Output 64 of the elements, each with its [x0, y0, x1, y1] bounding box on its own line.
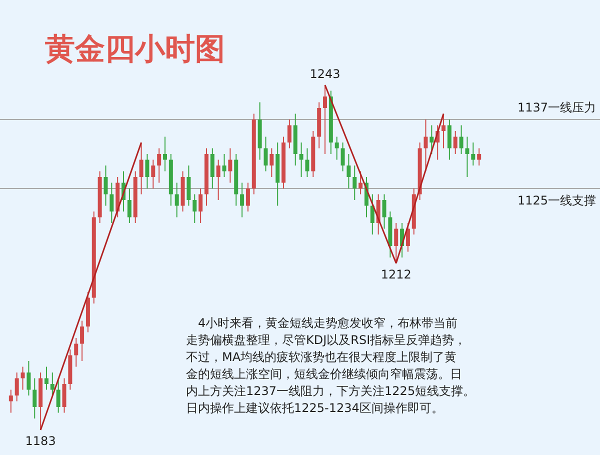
candlestick [56, 378, 60, 414]
candlestick [145, 154, 150, 189]
candlestick [157, 148, 162, 184]
candlestick [163, 136, 167, 172]
candlestick [447, 119, 452, 160]
candlestick [334, 136, 339, 160]
candlestick [198, 188, 203, 224]
candlestick [174, 182, 179, 218]
candlestick [151, 159, 156, 189]
candlestick [299, 142, 304, 178]
candlestick [406, 222, 410, 252]
candlestick [186, 165, 191, 206]
candlestick [240, 182, 244, 218]
candlestick [228, 148, 232, 184]
candlestick [26, 360, 31, 396]
annotation: 1183 [25, 434, 56, 448]
candlestick [471, 142, 476, 166]
candlestick [323, 84, 327, 154]
candlestick [62, 378, 66, 414]
candlestick [222, 154, 226, 178]
candlestick [110, 182, 114, 224]
candlestick [305, 148, 310, 178]
candlestick [32, 378, 37, 419]
candlestick [139, 142, 144, 195]
candlestick [216, 159, 220, 200]
candlestick [453, 130, 458, 154]
annotation: 不过，MA均线的疲软涨势也在很大程度上限制了黄 [186, 350, 457, 364]
candlestick [14, 372, 19, 402]
candlestick [8, 389, 13, 414]
annotation: 1212 [380, 267, 412, 282]
candlestick [104, 165, 108, 206]
annotation: 1243 [310, 67, 340, 81]
candlestick [370, 194, 374, 235]
candlestick [270, 148, 274, 178]
candlestick [346, 154, 351, 189]
ref-line-label: 1137一线压力 [517, 100, 596, 114]
candlestick [442, 113, 446, 149]
candlestick [44, 366, 48, 390]
annotation: 内上方关注1237一线阻力，下方关注1225短线支撑。 [186, 384, 476, 398]
annotation: 4小时来看，黄金短线走势愈发收窄，布林带当前 [198, 316, 458, 330]
annotation: 金的短线上涨空间，短线金价继续倾向窄幅震荡。日 [186, 367, 462, 381]
candlestick [477, 148, 482, 166]
candlestick [424, 119, 428, 172]
candlestick [358, 170, 363, 195]
chart-title: 黄金四小时图 [45, 32, 225, 67]
candlestick [74, 338, 78, 368]
annotation: 走势偏横盘整理，尽管KDJ以及RSI指标呈反弹趋势， [186, 333, 466, 347]
candlestick [210, 148, 214, 189]
candlestick [287, 119, 292, 149]
candlestick [352, 165, 357, 200]
candlestick [340, 142, 345, 172]
candlestick [80, 320, 84, 362]
candlestick [246, 182, 250, 212]
candlestick [430, 124, 434, 154]
ref-line-label: 1125一线支撑 [517, 194, 596, 208]
annotation: 日内操作上建议依托1225-1234区间操作即可。 [186, 401, 444, 415]
candlestick [382, 194, 386, 230]
candlestick [50, 372, 54, 396]
candlestick [264, 136, 268, 172]
candlestick [192, 194, 197, 224]
candlestick [465, 136, 470, 178]
candlestick [20, 366, 25, 390]
candlestick [127, 188, 132, 224]
candlestick [459, 124, 464, 154]
